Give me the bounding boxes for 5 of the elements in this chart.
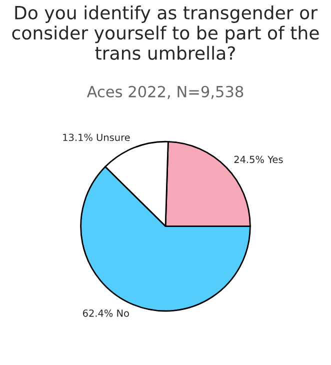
chart-title: Do you identify as transgender or consider yourself to be part of the trans umbrella? [12,5,319,60]
slice-label: 62.4% No [82,310,129,317]
slice-label: 13.1% Unsure [63,134,130,142]
chart-subtitle: Aces 2022, N=9,538 [86,86,244,99]
slice-label: 24.5% Yes [234,156,283,164]
